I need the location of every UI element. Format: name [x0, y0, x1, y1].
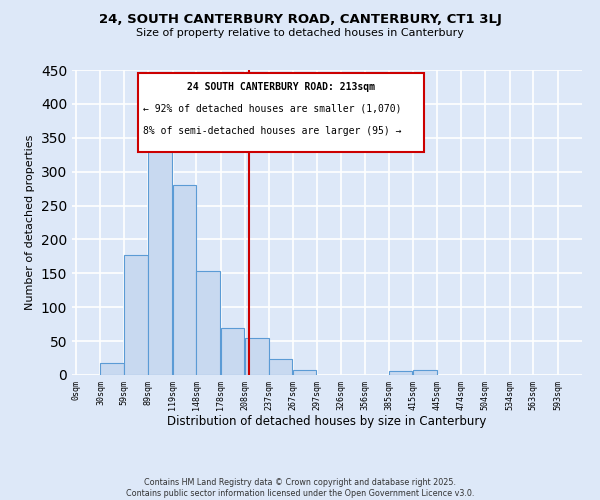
Text: ← 92% of detached houses are smaller (1,070): ← 92% of detached houses are smaller (1,… [143, 104, 402, 114]
Bar [173, 185, 196, 375]
Bar [413, 370, 437, 375]
Text: 24 SOUTH CANTERBURY ROAD: 213sqm: 24 SOUTH CANTERBURY ROAD: 213sqm [187, 82, 375, 92]
Bar [389, 371, 412, 375]
Y-axis label: Number of detached properties: Number of detached properties [25, 135, 35, 310]
Text: Contains HM Land Registry data © Crown copyright and database right 2025.
Contai: Contains HM Land Registry data © Crown c… [126, 478, 474, 498]
Bar [221, 328, 244, 375]
Text: Size of property relative to detached houses in Canterbury: Size of property relative to detached ho… [136, 28, 464, 38]
Bar [245, 338, 269, 375]
Bar [196, 272, 220, 375]
Bar [148, 124, 172, 375]
Text: 8% of semi-detached houses are larger (95) →: 8% of semi-detached houses are larger (9… [143, 126, 402, 136]
X-axis label: Distribution of detached houses by size in Canterbury: Distribution of detached houses by size … [167, 416, 487, 428]
Bar [269, 360, 292, 375]
Bar [124, 255, 148, 375]
Text: 24, SOUTH CANTERBURY ROAD, CANTERBURY, CT1 3LJ: 24, SOUTH CANTERBURY ROAD, CANTERBURY, C… [98, 12, 502, 26]
FancyBboxPatch shape [139, 73, 424, 152]
Bar [100, 363, 124, 375]
Bar [293, 370, 316, 375]
